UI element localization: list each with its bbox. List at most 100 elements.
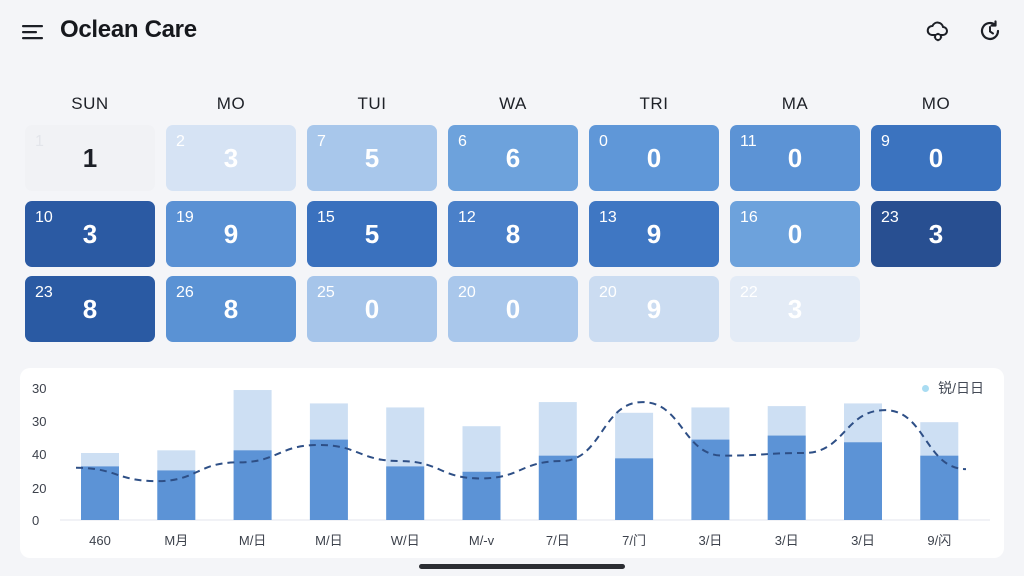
- day-number: 23: [35, 284, 53, 301]
- x-tick-label: M/日: [239, 533, 266, 548]
- cloud-settings-icon: [926, 21, 948, 42]
- day-number: 11: [740, 133, 757, 150]
- calendar-day-cell[interactable]: 22 3: [730, 276, 860, 342]
- menu-icon: [22, 25, 43, 40]
- bar-foreground: [691, 439, 730, 520]
- calendar-day-cell[interactable]: 23 8: [25, 276, 155, 342]
- calendar-day-cell[interactable]: 19 9: [166, 201, 296, 267]
- day-number: 9: [881, 133, 890, 150]
- day-value: 9: [223, 219, 239, 249]
- day-number: 10: [35, 209, 53, 226]
- y-tick-label: 0: [32, 513, 39, 528]
- day-value: 0: [787, 219, 803, 249]
- x-tick-label: 3/日: [698, 533, 722, 548]
- home-indicator[interactable]: [419, 564, 625, 569]
- bar-foreground: [462, 471, 501, 520]
- x-tick-label: 9/闪: [927, 533, 951, 548]
- history-button[interactable]: [976, 17, 1004, 45]
- day-number: 1: [35, 133, 44, 150]
- bar-foreground: [309, 439, 348, 520]
- cloud-settings-button[interactable]: [924, 17, 952, 45]
- weekday-label: MO: [216, 94, 246, 113]
- day-value: 9: [646, 294, 662, 324]
- day-number: 20: [599, 284, 617, 301]
- bar-foreground: [386, 466, 425, 520]
- calendar-day-cell[interactable]: 20 0: [448, 276, 578, 342]
- day-number: 2: [176, 133, 185, 150]
- y-tick-label: 30: [32, 414, 46, 429]
- day-value: 5: [364, 219, 380, 249]
- calendar-day-cell[interactable]: 15 5: [307, 201, 437, 267]
- day-value: 0: [505, 294, 521, 324]
- day-number: 19: [176, 209, 194, 226]
- weekday-label: MO: [921, 94, 951, 113]
- calendar-grid: SUN MO TUI WA TRI MA MO 1 1 2 3 7 5 6 6 0 0 11 0 9 0 1…: [20, 86, 1006, 348]
- app-bar: Oclean Care: [0, 0, 1024, 62]
- bar-foreground: [615, 458, 654, 520]
- calendar-day-cell[interactable]: 26 8: [166, 276, 296, 342]
- weekday-header: SUN MO TUI WA TRI MA MO: [20, 86, 1006, 122]
- calendar-day-cell[interactable]: 25 0: [307, 276, 437, 342]
- day-value: 5: [364, 143, 380, 173]
- day-number: 13: [599, 209, 617, 226]
- x-tick-label: M/日: [315, 533, 342, 548]
- calendar-day-cell[interactable]: 20 9: [589, 276, 719, 342]
- weekday-label: SUN: [71, 94, 109, 113]
- day-value: 0: [364, 294, 380, 324]
- chart-card: 0 20 40 30 30 460 M月 M/日 M/日 W/日 M/-v 7/日 7/门 3/日 3/日 3…: [20, 368, 1004, 558]
- day-number: 16: [740, 209, 758, 226]
- weekday-label: TUI: [357, 94, 387, 113]
- day-value: 3: [928, 219, 944, 249]
- x-tick-label: 3/日: [775, 533, 799, 548]
- trend-line: [75, 401, 967, 483]
- day-value: 0: [646, 143, 662, 173]
- day-value: 3: [82, 219, 98, 249]
- calendar-day-cell[interactable]: 16 0: [730, 201, 860, 267]
- calendar-day-cell[interactable]: 11 0: [730, 125, 860, 191]
- day-value: 9: [646, 219, 662, 249]
- day-value: 8: [223, 294, 239, 324]
- x-tick-label: 7/日: [546, 533, 570, 548]
- x-tick-label: M/-v: [469, 533, 495, 548]
- day-number: 22: [740, 284, 758, 301]
- day-number: 20: [458, 284, 476, 301]
- day-number: 0: [599, 133, 608, 150]
- day-number: 23: [881, 209, 899, 226]
- calendar-day-cell[interactable]: 23 3: [871, 201, 1001, 267]
- day-value: 0: [928, 143, 944, 173]
- bar-foreground: [920, 455, 959, 520]
- day-value: 6: [505, 143, 521, 173]
- calendar-day-cell[interactable]: 12 8: [448, 201, 578, 267]
- weekday-label: MA: [781, 94, 809, 113]
- y-tick-label: 40: [32, 447, 46, 462]
- bar-foreground: [157, 470, 196, 520]
- day-number: 12: [458, 209, 476, 226]
- y-tick-label: 30: [32, 381, 46, 396]
- bar-foreground: [538, 455, 577, 520]
- day-value: 3: [787, 294, 803, 324]
- bar-foreground: [81, 466, 119, 520]
- weekday-label: WA: [499, 94, 527, 113]
- bar-foreground: [844, 442, 882, 520]
- x-tick-label: 460: [89, 533, 111, 548]
- day-number: 25: [317, 284, 335, 301]
- day-value: 3: [223, 143, 239, 173]
- x-tick-label: 3/日: [851, 533, 875, 548]
- calendar-day-cell[interactable]: 10 3: [25, 201, 155, 267]
- bar-line-chart: 0 20 40 30 30 460 M月 M/日 M/日 W/日 M/-v 7/日 7/门 3/日 3/日 3…: [32, 381, 990, 548]
- history-icon: [980, 20, 1000, 40]
- chart-legend: 锐/日日: [922, 378, 984, 398]
- day-number: 6: [458, 133, 467, 150]
- day-number: 26: [176, 284, 194, 301]
- x-tick-label: W/日: [391, 533, 420, 548]
- calendar-day-cell[interactable]: 13 9: [589, 201, 719, 267]
- day-value: 0: [787, 143, 803, 173]
- menu-button[interactable]: [20, 19, 46, 45]
- legend-swatch: [922, 384, 930, 392]
